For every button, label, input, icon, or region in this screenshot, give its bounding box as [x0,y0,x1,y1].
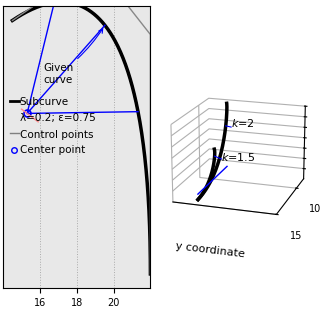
Text: Given
curve: Given curve [44,29,103,85]
Text: Subcurve: Subcurve [20,97,69,107]
Text: Control points: Control points [20,130,93,140]
X-axis label: y coordinate: y coordinate [175,242,246,260]
Text: λ=0.2; ε=0.75: λ=0.2; ε=0.75 [20,113,95,123]
Text: Center point: Center point [20,145,85,155]
